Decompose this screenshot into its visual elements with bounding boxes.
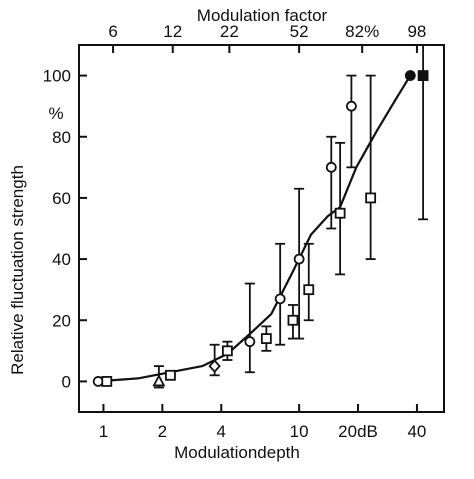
data-point-circle <box>274 293 286 305</box>
x-tick-label: 2 <box>158 422 167 441</box>
data-point-square <box>287 314 299 326</box>
y-tick-label: 60 <box>52 189 71 208</box>
fit-curve <box>96 75 412 383</box>
data-point-circle <box>92 376 104 387</box>
x-tick-label: 40 <box>407 422 426 441</box>
plot-frame <box>78 44 445 413</box>
y-unit-label: % <box>48 104 63 123</box>
data-point-square <box>222 345 233 357</box>
y-tick-label: 20 <box>52 311 71 330</box>
y-tick-label: 40 <box>52 250 71 269</box>
data-point-square <box>260 333 272 345</box>
axis-ticks-group <box>79 45 418 412</box>
x2-tick-label: 6 <box>108 22 117 41</box>
x-tick-label: 1 <box>99 422 108 441</box>
y-tick-label: 80 <box>52 128 71 147</box>
data-point-square <box>334 207 346 219</box>
y-tick-label: 0 <box>62 372 71 391</box>
data-point-circle <box>325 161 337 173</box>
x2-tick-label: 82% <box>345 22 379 41</box>
data-point-circle <box>404 70 416 81</box>
x-tick-label: 4 <box>217 422 226 441</box>
data-point-diamond <box>208 359 221 373</box>
x2-tick-label: 98 <box>407 22 426 41</box>
x2-tick-label: 12 <box>163 22 182 41</box>
data-point-circle <box>244 336 256 348</box>
y-tick-label: 100 <box>43 67 71 86</box>
x2-tick-label: 52 <box>290 22 309 41</box>
data-point-triangle <box>152 373 166 387</box>
data-point-square <box>165 369 176 381</box>
data-points-group <box>92 70 429 387</box>
data-point-square <box>101 376 113 387</box>
data-point-square <box>417 70 429 81</box>
fit-curve-group <box>96 75 412 383</box>
data-point-square <box>365 192 377 204</box>
data-point-square <box>303 284 315 296</box>
data-point-circle <box>346 100 357 112</box>
x-tick-label: 10 <box>290 422 309 441</box>
x-axis-title: Modulationdepth <box>174 443 300 462</box>
error-bars-group <box>153 44 429 389</box>
x2-axis-title: Modulation factor <box>197 6 328 25</box>
x-tick-label: 20dB <box>338 422 378 441</box>
y-axis-title: Relative fluctuation strength <box>8 165 27 375</box>
data-point-circle <box>293 253 305 265</box>
x2-tick-label: 22 <box>220 22 239 41</box>
